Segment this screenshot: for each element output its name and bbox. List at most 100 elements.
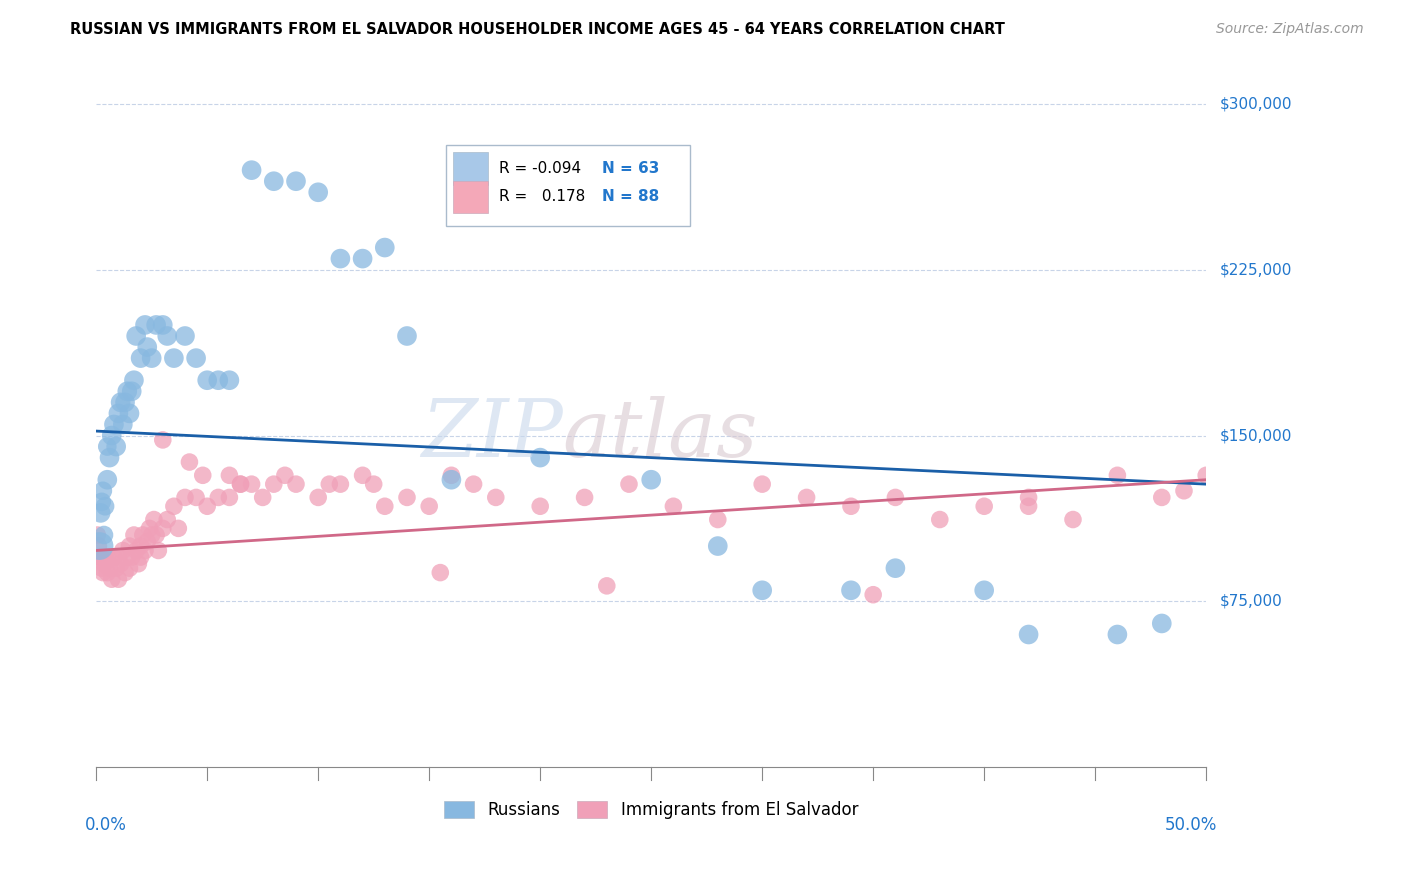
Point xyxy=(207,373,229,387)
Text: 0.0%: 0.0% xyxy=(86,816,127,834)
Point xyxy=(363,477,385,491)
Point xyxy=(125,329,148,343)
Point xyxy=(105,561,128,575)
Point xyxy=(839,583,862,598)
Point xyxy=(707,512,730,526)
Point xyxy=(89,550,111,565)
Point xyxy=(118,561,141,575)
Point xyxy=(122,528,145,542)
Point xyxy=(136,340,159,354)
Point xyxy=(103,417,125,432)
Point xyxy=(121,550,143,565)
Point xyxy=(374,500,396,514)
Point xyxy=(1150,491,1173,505)
Point xyxy=(229,477,252,491)
Point xyxy=(141,528,163,542)
Point xyxy=(134,318,156,332)
Point xyxy=(1062,512,1084,526)
Point xyxy=(596,579,619,593)
Point xyxy=(1018,500,1040,514)
Point xyxy=(114,566,136,580)
Text: $300,000: $300,000 xyxy=(1220,96,1292,112)
Point xyxy=(127,557,149,571)
Point xyxy=(96,440,118,454)
Point xyxy=(93,557,115,571)
Point xyxy=(751,583,773,598)
Point xyxy=(110,395,132,409)
Point xyxy=(129,539,152,553)
Point xyxy=(96,473,118,487)
Point xyxy=(94,500,117,514)
Text: Source: ZipAtlas.com: Source: ZipAtlas.com xyxy=(1216,22,1364,37)
Point xyxy=(184,491,207,505)
Point xyxy=(263,477,285,491)
Legend: Russians, Immigrants from El Salvador: Russians, Immigrants from El Salvador xyxy=(437,795,865,826)
Point xyxy=(122,373,145,387)
Point xyxy=(218,468,240,483)
Point xyxy=(107,406,129,420)
Point xyxy=(141,351,163,365)
Point xyxy=(352,468,374,483)
Point xyxy=(307,186,329,200)
Point xyxy=(174,329,197,343)
Point xyxy=(207,491,229,505)
Point xyxy=(90,550,112,565)
Point xyxy=(87,539,110,553)
Point xyxy=(440,468,463,483)
Point xyxy=(973,583,995,598)
FancyBboxPatch shape xyxy=(453,180,488,213)
Point xyxy=(152,433,174,447)
Point xyxy=(90,495,112,509)
Point xyxy=(179,455,201,469)
Point xyxy=(429,566,451,580)
Point xyxy=(485,491,508,505)
Point xyxy=(145,318,167,332)
Point xyxy=(751,477,773,491)
Point xyxy=(329,252,352,266)
Point xyxy=(1107,468,1129,483)
Point xyxy=(96,550,118,565)
Point xyxy=(90,506,112,520)
Text: N = 63: N = 63 xyxy=(602,161,659,176)
Point xyxy=(136,534,159,549)
Point xyxy=(574,491,596,505)
Point xyxy=(98,450,121,465)
Point xyxy=(111,417,134,432)
Point xyxy=(96,566,118,580)
Point xyxy=(111,543,134,558)
Point xyxy=(156,512,179,526)
Point xyxy=(285,477,308,491)
Point xyxy=(103,550,125,565)
Point xyxy=(148,543,170,558)
Point xyxy=(118,406,141,420)
Point xyxy=(191,468,214,483)
FancyBboxPatch shape xyxy=(453,153,488,185)
Point xyxy=(884,561,907,575)
FancyBboxPatch shape xyxy=(446,145,690,226)
Text: R = -0.094: R = -0.094 xyxy=(499,161,581,176)
Text: $75,000: $75,000 xyxy=(1220,594,1282,609)
Text: atlas: atlas xyxy=(562,396,758,474)
Point xyxy=(91,566,114,580)
Point xyxy=(839,500,862,514)
Point xyxy=(240,163,263,178)
Point xyxy=(195,373,218,387)
Point xyxy=(163,351,186,365)
Text: 50.0%: 50.0% xyxy=(1166,816,1218,834)
Point xyxy=(973,500,995,514)
Point xyxy=(152,521,174,535)
Point xyxy=(440,473,463,487)
Point xyxy=(352,252,374,266)
Point xyxy=(98,561,121,575)
Point xyxy=(195,500,218,514)
Point xyxy=(463,477,485,491)
Point xyxy=(86,528,108,542)
Point xyxy=(395,491,418,505)
Text: $225,000: $225,000 xyxy=(1220,262,1292,277)
Point xyxy=(617,477,640,491)
Point xyxy=(132,528,155,542)
Point xyxy=(1107,627,1129,641)
Point xyxy=(105,440,128,454)
Point xyxy=(117,550,139,565)
Point xyxy=(662,500,685,514)
